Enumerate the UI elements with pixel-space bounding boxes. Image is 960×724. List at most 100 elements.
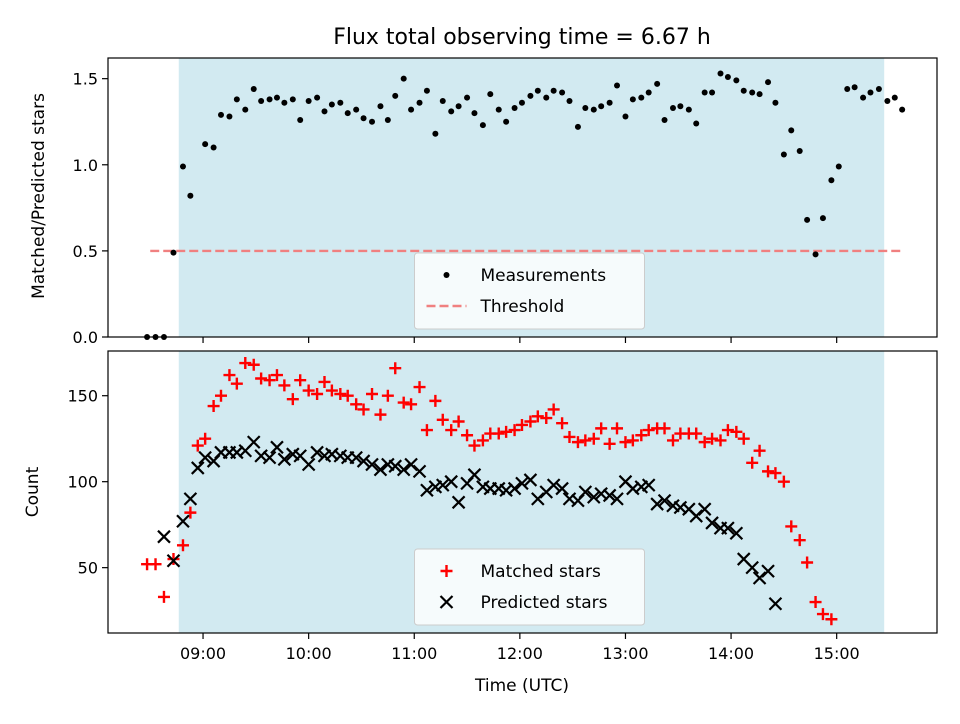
matched-stars-point	[619, 436, 632, 449]
measurements-point	[606, 99, 613, 106]
predicted-stars-point	[697, 502, 712, 516]
legend-label: Threshold	[480, 297, 565, 317]
matched-stars-point	[341, 389, 354, 402]
measurements-point	[400, 75, 407, 82]
bottom-axes-frame	[107, 350, 938, 634]
matched-stars-point	[746, 456, 759, 469]
chart-title: Flux total observing time = 6.67 h	[333, 25, 711, 50]
measurements-point	[860, 94, 867, 101]
predicted-stars-point	[523, 473, 538, 487]
matched-stars-point	[405, 398, 418, 411]
measurements-point	[804, 216, 811, 223]
predicted-stars-point	[705, 516, 719, 530]
matched-stars-point	[429, 394, 442, 407]
predicted-stars-point	[356, 454, 371, 468]
measurements-point	[408, 106, 415, 113]
measurements-point	[416, 99, 423, 106]
matched-stars-point	[492, 427, 505, 440]
measurements-point	[242, 106, 249, 113]
measurements-point	[297, 117, 304, 123]
predicted-stars-point	[768, 596, 783, 611]
predicted-stars-point	[157, 529, 171, 544]
top-y-tick-label: 1.0	[73, 156, 98, 175]
measurements-point	[709, 89, 716, 96]
predicted-stars-point	[531, 492, 545, 506]
measurements-point	[471, 110, 478, 117]
predicted-stars-point	[587, 490, 601, 504]
predicted-stars-point	[467, 468, 482, 482]
matched-stars-point	[176, 539, 189, 552]
matched-stars-point	[476, 434, 489, 447]
measurements-point	[796, 148, 803, 154]
predicted-stars-point	[657, 493, 672, 508]
measurements-point	[258, 98, 265, 105]
measurements-point	[756, 91, 763, 98]
matched-stars-point	[737, 432, 750, 445]
predicted-stars-point	[262, 450, 277, 465]
measurements-point	[717, 70, 724, 77]
matched-stars-point	[658, 422, 671, 435]
measurements-point	[202, 141, 209, 148]
measurements-point	[179, 163, 186, 170]
measurements-point	[479, 122, 486, 129]
measurements-point	[677, 103, 684, 110]
matched-stars-point	[579, 434, 592, 447]
matched-stars-point	[531, 410, 544, 423]
measurements-point	[369, 118, 376, 125]
x-tick-label: 15:00	[814, 644, 860, 663]
matched-stars-point	[318, 375, 331, 388]
matched-stars-point	[239, 357, 252, 370]
top-axes-frame	[107, 57, 938, 338]
matched-stars-point	[334, 387, 347, 400]
measurements-point	[187, 192, 194, 199]
measurements-point	[844, 86, 851, 92]
predicted-stars-point	[349, 450, 363, 465]
matched-stars-point	[635, 429, 648, 442]
predicted-stars-point	[602, 488, 617, 503]
predicted-stars-point	[444, 474, 458, 489]
matched-stars-point	[191, 439, 204, 452]
legend-swatch	[443, 272, 450, 278]
predicted-stars-point	[761, 564, 775, 578]
measurements-point	[835, 163, 842, 170]
x-tick-label: 12:00	[497, 644, 543, 663]
measurements-point	[289, 96, 296, 103]
matched-stars-point	[515, 418, 528, 431]
matched-stars-point	[706, 432, 719, 445]
predicted-stars-point	[451, 495, 466, 510]
matched-stars-point	[793, 534, 806, 547]
matched-stars-point	[730, 425, 743, 438]
measurements-point	[614, 82, 621, 89]
matched-stars-point	[350, 398, 363, 411]
predicted-stars-point	[641, 478, 656, 492]
predicted-stars-point	[435, 478, 450, 492]
measurements-point	[780, 151, 787, 158]
measurements-point	[819, 215, 826, 222]
matched-stars-point	[595, 422, 608, 435]
predicted-stars-point	[277, 452, 292, 467]
predicted-stars-point	[301, 457, 316, 472]
measurements-point	[432, 130, 439, 137]
predicted-stars-point	[166, 554, 181, 568]
measurements-point	[765, 79, 772, 86]
measurements-point	[305, 98, 312, 105]
measurements-point	[884, 98, 891, 105]
measurements-point	[574, 123, 581, 130]
measurements-point	[693, 120, 700, 127]
measurements-point	[566, 98, 573, 105]
top-y-tick-label: 1.5	[73, 70, 98, 89]
measurements-point	[353, 106, 360, 113]
predicted-stars-point	[388, 459, 403, 473]
predicted-stars-point	[555, 481, 569, 496]
measurements-point	[281, 99, 288, 106]
matched-stars-point	[294, 374, 307, 387]
matched-stars-point	[809, 596, 822, 609]
predicted-stars-point	[650, 497, 664, 511]
matched-stars-point	[690, 427, 703, 440]
top-y-tick-label: 0.5	[73, 242, 98, 261]
matched-stars-point	[157, 590, 170, 603]
matched-stars-point	[524, 415, 537, 428]
measurements-point	[669, 104, 676, 111]
measurements-point	[344, 110, 351, 117]
